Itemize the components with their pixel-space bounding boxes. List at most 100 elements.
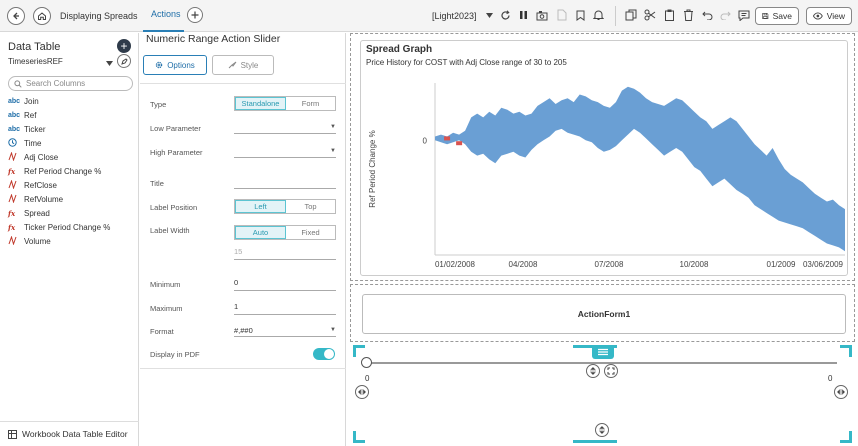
column-item[interactable]: fx Ticker Period Change % [8,221,110,233]
chevron-down-icon: ▼ [330,327,336,333]
column-item[interactable]: fx Ref Period Change % [8,165,101,177]
toolbar-divider [615,6,616,26]
home-icon[interactable] [33,7,51,25]
view-button[interactable]: View [806,7,852,25]
properties-title: Numeric Range Action Slider [146,33,281,45]
label-width-fixed-option[interactable]: Fixed [301,228,320,237]
range-slider-container[interactable]: 0 0 [353,345,852,443]
type-standalone-option[interactable]: Standalone [235,97,286,110]
format-label: Format [150,327,174,336]
x-tick-label: 01/2009 [767,260,796,269]
column-item[interactable]: RefVolume [8,192,64,205]
save-button[interactable]: Save [755,7,799,25]
column-name: Adj Close [24,152,59,162]
y-axis-label: Ref Period Change % [368,130,377,207]
text-type-icon: abc [8,97,21,105]
expand-icon[interactable] [604,364,618,378]
numeric-type-icon [8,234,20,247]
workbook-data-table-editor-button[interactable]: Workbook Data Table Editor [0,421,139,446]
column-name: Ticker [24,124,46,134]
column-item[interactable]: abc Ticker [8,123,45,135]
maximum-field[interactable]: 1 [234,302,336,315]
tab-actions[interactable]: Actions [143,7,184,32]
formula-icon: fx [8,166,16,176]
add-data-table-button[interactable]: + [117,39,131,53]
spread-chart-svg: 0 Ref Period Change % 01/02/2008 04/2008 07/… [368,83,845,269]
type-form-option[interactable]: Form [301,99,320,108]
action-form-container[interactable]: ActionForm1 [350,284,855,342]
x-tick-label: 03/06/2009 [803,260,844,269]
column-item[interactable]: abc Join [8,95,39,107]
resize-corner[interactable] [840,431,852,443]
comment-icon[interactable] [737,8,751,22]
text-type-icon: abc [8,111,21,119]
column-item[interactable]: abc Ref [8,109,36,121]
tab-style[interactable]: Style [212,55,274,75]
negative-spread-mark [444,136,451,141]
horizontal-resize-icon[interactable] [834,385,848,399]
undo-icon[interactable] [700,8,714,22]
column-item[interactable]: Volume [8,234,51,247]
display-in-pdf-label: Display in PDF [150,350,200,359]
minimum-field[interactable]: 0 [234,278,336,291]
resize-corner[interactable] [840,345,852,357]
plus-icon: + [120,39,128,53]
cut-icon[interactable] [643,8,657,22]
add-tab-icon[interactable] [187,7,203,23]
divider [140,83,346,84]
redo-icon[interactable] [718,8,732,22]
column-item[interactable]: Time [8,137,41,149]
format-dropdown[interactable]: #,##0 ▼ [234,324,336,337]
formula-icon: fx [8,208,16,218]
top-toolbar: Displaying Spreads Actions [Light2023] S… [0,0,858,32]
vertical-resize-icon[interactable] [586,364,600,378]
delete-icon[interactable] [681,8,695,22]
copy-icon[interactable] [624,8,638,22]
column-name: Ref [24,110,37,120]
column-item[interactable]: RefClose [8,178,57,191]
horizontal-resize-icon[interactable] [355,385,369,399]
text-type-icon: abc [8,125,21,133]
slider-thumb[interactable] [361,357,372,368]
tab-displaying-spreads[interactable]: Displaying Spreads [60,11,138,21]
spread-graph-container[interactable]: Spread Graph Price History for COST with… [350,33,855,281]
low-parameter-dropdown[interactable]: ▼ [234,121,336,134]
label-width-field[interactable]: 15 [234,247,336,260]
column-name: Join [24,96,39,106]
resize-corner[interactable] [353,345,365,357]
column-name: RefVolume [24,194,64,204]
slider-track[interactable] [367,362,837,364]
pdf-icon[interactable] [555,8,569,22]
bell-icon[interactable] [591,8,605,22]
resize-corner[interactable] [353,431,365,443]
title-field[interactable] [234,176,336,189]
vertical-resize-icon[interactable] [595,423,609,437]
view-label: View [826,11,845,21]
label-width-auto-option[interactable]: Auto [235,226,286,239]
chevron-down-icon[interactable] [482,8,496,22]
resize-edge-bottom[interactable] [573,440,617,443]
column-name: Ref Period Change % [24,166,102,176]
snapshot-icon[interactable] [535,8,549,22]
column-item[interactable]: Adj Close [8,150,59,163]
datasource-caret-icon[interactable] [106,59,113,68]
drag-handle-icon[interactable] [592,345,614,359]
theme-selector[interactable]: [Light2023] [432,11,477,21]
paste-icon[interactable] [662,8,676,22]
slider-max-label: 0 [828,374,833,383]
search-columns-input[interactable]: Search Columns [8,76,133,91]
column-item[interactable]: fx Spread [8,207,50,219]
spread-graph: Spread Graph Price History for COST with… [360,40,848,276]
bookmark-icon[interactable] [573,8,587,22]
refresh-icon[interactable] [498,8,512,22]
edit-datasource-icon[interactable] [117,54,131,68]
datasource-select[interactable]: TimeseriesREF [8,57,63,66]
back-icon[interactable] [7,7,25,25]
label-position-left-option[interactable]: Left [235,200,286,213]
label-position-top-option[interactable]: Top [304,202,317,211]
y-tick-label: 0 [423,136,428,145]
high-parameter-dropdown[interactable]: ▼ [234,145,336,158]
display-in-pdf-toggle[interactable] [313,348,335,360]
tab-options[interactable]: Options [143,55,207,75]
pause-icon[interactable] [516,8,530,22]
